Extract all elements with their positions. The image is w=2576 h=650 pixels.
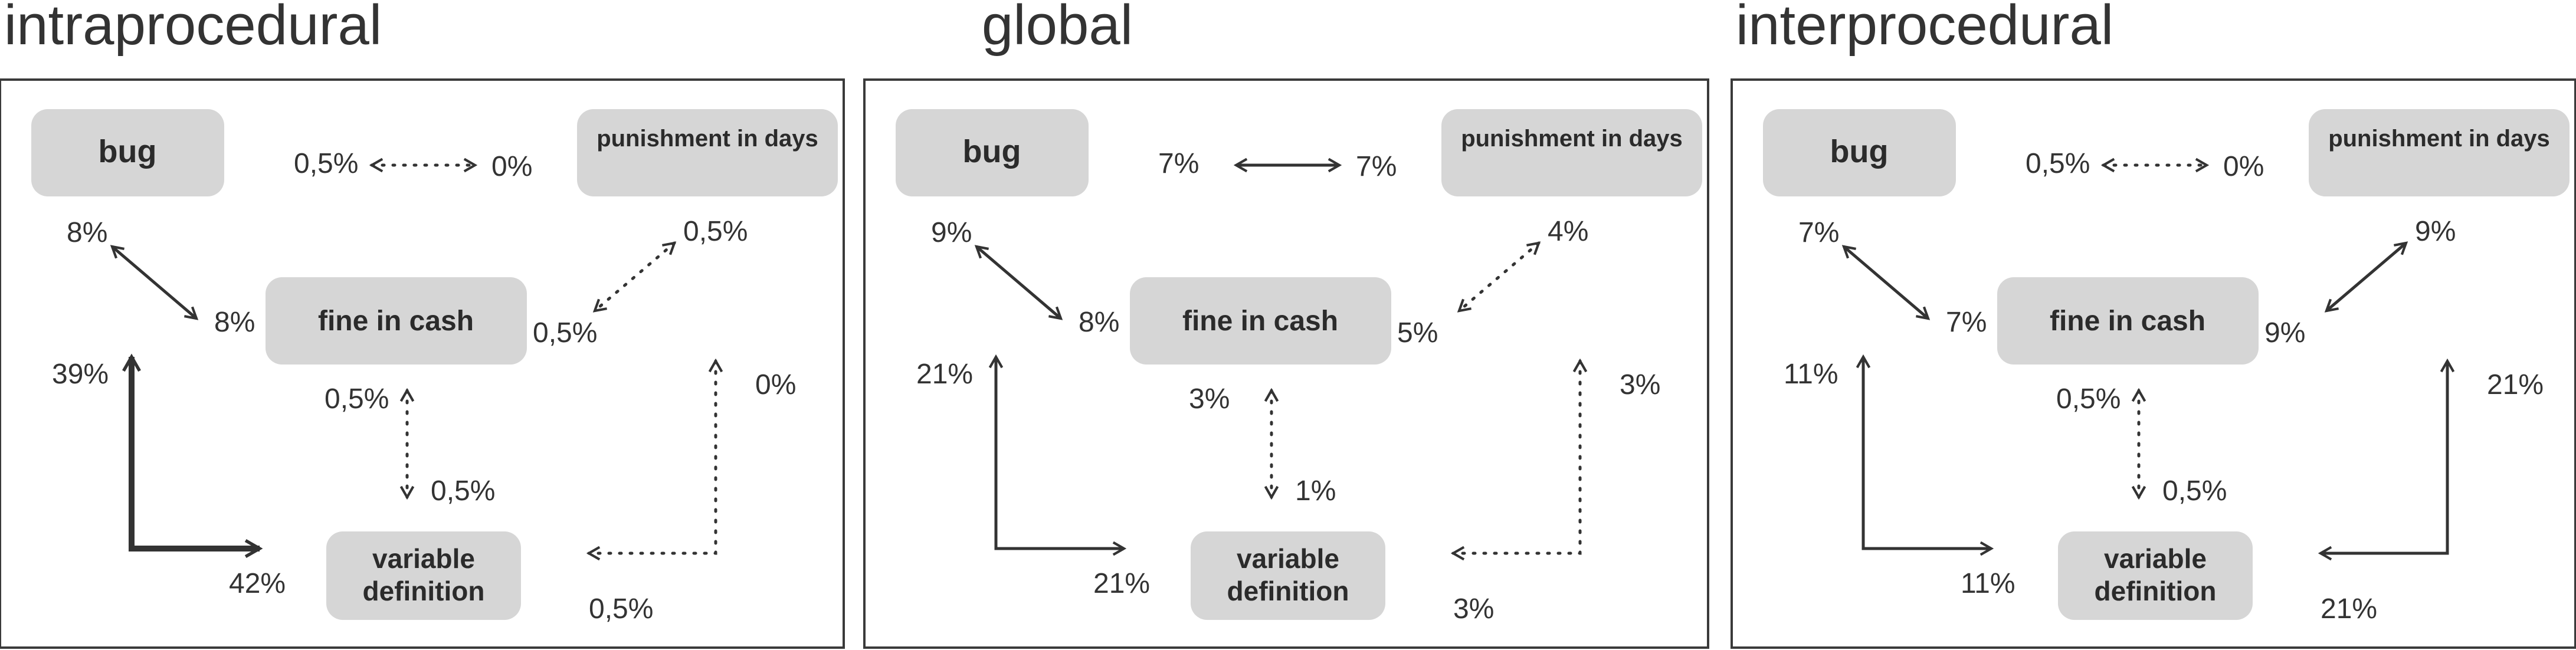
- label-fine-variable-at-variable: 0,5%: [2162, 475, 2227, 507]
- label-bug-variable-up: 11%: [1784, 359, 1838, 390]
- edge-punishment-fine: [1457, 241, 1541, 313]
- label-bug-variable-up: 39%: [52, 359, 109, 390]
- label-bug-punishment-right: 7%: [1356, 151, 1397, 182]
- panel-title: intraprocedural: [4, 0, 382, 57]
- node-punishment-label: punishment in days: [597, 126, 818, 152]
- node-variable-label-line2: definition: [363, 576, 485, 606]
- label-bug-punishment-right: 0%: [2223, 151, 2264, 182]
- node-variable-label-line1: variable: [2104, 543, 2207, 574]
- label-punishment-variable-up: 0%: [755, 369, 796, 400]
- panel-global: global bug punishment in days fine in cash v…: [863, 0, 1709, 649]
- label-punishment-fine-at-fine: 5%: [1397, 317, 1438, 349]
- node-variable-label-line1: variable: [372, 543, 475, 574]
- label-fine-variable-at-variable: 1%: [1295, 475, 1336, 507]
- edge-bug-variable: [988, 354, 1127, 556]
- node-punishment: punishment in days: [577, 109, 838, 196]
- edge-bug-variable: [122, 353, 263, 558]
- label-bug-punishment-left: 7%: [1158, 148, 1199, 179]
- node-fine-label: fine in cash: [318, 306, 474, 337]
- node-variable-label-line2: definition: [1227, 576, 1349, 606]
- label-bug-fine-at-fine: 8%: [1079, 307, 1119, 338]
- node-fine: fine in cash: [266, 277, 527, 365]
- label-punishment-fine-at-punishment: 0,5%: [683, 216, 748, 247]
- node-bug-label: bug: [1830, 134, 1889, 169]
- label-bug-punishment-left: 0,5%: [294, 148, 358, 179]
- node-punishment-box: [577, 109, 838, 196]
- node-punishment-label: punishment in days: [1461, 126, 1683, 152]
- label-punishment-variable-left: 21%: [2321, 593, 2377, 625]
- label-punishment-variable-up: 21%: [2487, 369, 2544, 400]
- label-bug-fine-at-bug: 8%: [67, 217, 107, 248]
- node-bug: bug: [896, 109, 1089, 196]
- node-punishment-box: [1441, 109, 1702, 196]
- node-punishment: punishment in days: [2309, 109, 2570, 196]
- label-bug-fine-at-fine: 8%: [214, 307, 255, 338]
- node-bug-label: bug: [963, 134, 1021, 169]
- node-punishment-box: [2309, 109, 2570, 196]
- node-bug: bug: [31, 109, 224, 196]
- label-punishment-variable-left: 0,5%: [589, 593, 653, 625]
- label-punishment-variable-up: 3%: [1620, 369, 1660, 400]
- label-punishment-fine-at-punishment: 4%: [1548, 216, 1588, 247]
- label-bug-fine-at-bug: 9%: [931, 217, 972, 248]
- node-bug-label: bug: [99, 134, 157, 169]
- node-fine: fine in cash: [1997, 277, 2259, 365]
- node-bug-box: [1763, 109, 1956, 196]
- node-punishment: punishment in days: [1441, 109, 1702, 196]
- node-variable-box: [2058, 531, 2253, 620]
- label-punishment-fine-at-fine: 0,5%: [533, 317, 597, 349]
- label-bug-punishment-right: 0%: [491, 151, 532, 182]
- node-fine-label: fine in cash: [2050, 306, 2205, 337]
- label-bug-variable-up: 21%: [916, 359, 973, 390]
- node-punishment-label: punishment in days: [2328, 126, 2550, 152]
- node-variable-box: [1191, 531, 1385, 620]
- node-bug-box: [896, 109, 1089, 196]
- edge-bug-fine: [974, 245, 1063, 320]
- edge-bug-fine: [1841, 245, 1931, 320]
- panel-intraprocedural: intraprocedural bug punishment in days fine…: [0, 0, 845, 649]
- label-bug-fine-at-fine: 7%: [1946, 307, 1987, 338]
- edge-punishment-fine: [592, 241, 677, 313]
- node-fine-box: [1130, 277, 1391, 365]
- node-fine-box: [1997, 277, 2259, 365]
- node-bug: bug: [1763, 109, 1956, 196]
- node-fine-label: fine in cash: [1182, 306, 1338, 337]
- node-bug-box: [31, 109, 224, 196]
- edge-punishment-variable: [1450, 358, 1588, 561]
- node-fine-box: [266, 277, 527, 365]
- panel-title: global: [982, 0, 1133, 57]
- label-fine-variable-at-fine: 3%: [1189, 383, 1230, 415]
- edge-punishment-variable: [586, 358, 723, 561]
- node-variable-label-line1: variable: [1237, 543, 1339, 574]
- edge-bug-fine: [110, 245, 199, 320]
- panel-title: interprocedural: [1736, 0, 2113, 57]
- label-punishment-fine-at-punishment: 9%: [2415, 216, 2456, 247]
- label-bug-fine-at-bug: 7%: [1798, 217, 1839, 248]
- edge-punishment-fine: [2324, 241, 2408, 313]
- label-bug-punishment-left: 0,5%: [2026, 148, 2090, 179]
- label-fine-variable-at-fine: 0,5%: [325, 383, 389, 415]
- label-fine-variable-at-variable: 0,5%: [431, 475, 495, 507]
- label-bug-variable-right: 21%: [1093, 568, 1150, 599]
- node-variable-box: [326, 531, 521, 620]
- label-bug-variable-right: 42%: [229, 568, 286, 599]
- label-punishment-variable-left: 3%: [1453, 593, 1494, 625]
- edge-punishment-variable: [2318, 358, 2455, 561]
- node-fine: fine in cash: [1130, 277, 1391, 365]
- edge-bug-variable: [1856, 354, 1994, 556]
- label-bug-variable-right: 11%: [1961, 568, 2015, 599]
- panel-interprocedural: interprocedural bug punishment in days fine…: [1731, 0, 2576, 649]
- node-variable-label-line2: definition: [2095, 576, 2217, 606]
- label-punishment-fine-at-fine: 9%: [2264, 317, 2305, 349]
- label-fine-variable-at-fine: 0,5%: [2056, 383, 2121, 415]
